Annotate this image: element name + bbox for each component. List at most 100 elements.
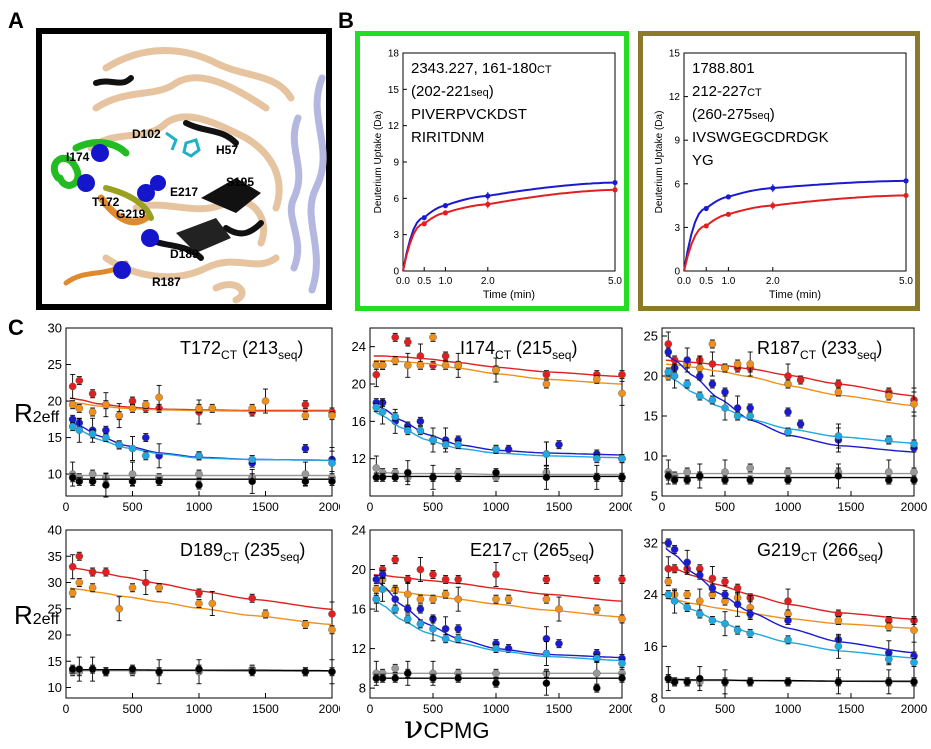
x-tick-label: 500 <box>423 500 443 514</box>
x-tick-label: 2.0 <box>481 276 495 287</box>
series-0-point <box>708 360 717 368</box>
series-3-point <box>441 440 450 449</box>
series-3-point <box>670 597 679 605</box>
series-5-point <box>683 476 692 484</box>
series-3-point <box>404 426 412 435</box>
series-1-point <box>834 388 843 396</box>
series-3-point <box>416 426 425 435</box>
y-tick-label: 20 <box>352 377 366 392</box>
r2eff-chart-e217: 8 12 16 20 24 0 500 1000 1500 2000 E217CT (265seq) <box>352 523 632 717</box>
y-axis-label: R2eff <box>14 600 60 630</box>
r2eff-chart-g219: 8 16 24 32 0 500 1000 1500 2000 G219CT (266seq) <box>644 529 928 716</box>
series-0-point <box>542 370 551 379</box>
series-5-point <box>155 477 163 486</box>
series-0-point <box>391 333 400 342</box>
y-tick-label: 12 <box>388 121 400 132</box>
series-0-point <box>88 389 97 398</box>
y-tick-label: 15 <box>669 49 681 60</box>
x-tick-label: 500 <box>715 500 735 514</box>
series-5-point <box>664 472 673 480</box>
series-2-point <box>746 610 754 618</box>
black-ribbon-segments <box>93 75 264 261</box>
series-0-point <box>721 577 729 586</box>
series-0-point <box>429 570 437 579</box>
series-0-point <box>670 564 679 573</box>
x-tick-label: 1500 <box>838 500 865 514</box>
series-3-point <box>746 629 754 638</box>
series-1-point <box>708 340 717 348</box>
uptake-chart-left: 0 3 6 9 12 15 18 0.0 0.5 1.0 2.0 5.0 Time (min) Deute… <box>355 31 629 311</box>
series-3-point <box>492 445 500 454</box>
series-5-point <box>542 679 551 687</box>
series-2-point <box>670 545 679 554</box>
series-0-point <box>834 380 843 388</box>
r2eff-chart-t172: 10 15 20 25 30 0 500 1000 1500 2000 R2eff T172CT (2… <box>14 321 340 515</box>
series-3-point <box>910 440 918 448</box>
series-0-point <box>68 562 77 571</box>
series-5-point <box>910 476 918 484</box>
series-5-point <box>670 476 679 484</box>
series-3-point <box>696 392 704 400</box>
series-2-point <box>683 558 692 567</box>
chart-title: R187CT (233seq) <box>757 338 882 362</box>
series-0-point <box>664 340 673 348</box>
series-2-point <box>784 616 792 625</box>
series-1-point <box>208 404 217 413</box>
series-3-point <box>141 452 150 460</box>
series-5-point <box>592 473 601 482</box>
series-3-point <box>670 372 679 380</box>
series-5-point <box>404 468 412 477</box>
series-0-point <box>592 575 601 584</box>
series-3-point <box>88 430 97 438</box>
uptake-frame <box>355 31 629 311</box>
series-0-point <box>416 352 425 360</box>
x-tick-label: 2000 <box>609 500 632 514</box>
series-4-point <box>784 468 792 476</box>
series-3-point <box>68 422 77 431</box>
series-4-point <box>128 470 137 478</box>
y-tick-label: 0 <box>393 267 399 278</box>
y-tick-label: 0 <box>674 267 680 278</box>
series-1-fit <box>373 588 623 618</box>
series-1-point <box>542 380 551 388</box>
series-0-point <box>68 382 77 391</box>
cpmg-subscript: CPMG <box>423 718 490 743</box>
series-5-point <box>378 473 387 482</box>
series-2-point <box>664 348 673 356</box>
uptake-series-1-point <box>421 221 427 227</box>
series-1-point <box>155 583 163 592</box>
series-0-point <box>328 610 336 618</box>
series-5-point <box>618 674 626 683</box>
chart-title: E217CT (265seq) <box>470 540 594 564</box>
series-0-point <box>404 338 412 346</box>
panel-letter-b: B <box>338 8 354 33</box>
series-4-point <box>301 470 310 478</box>
series-2-point <box>441 625 450 633</box>
chart-title: I174CT (215seq) <box>460 338 577 362</box>
series-0-point <box>429 361 437 370</box>
y-tick-label: 15 <box>48 654 62 669</box>
series-5-point <box>75 477 84 486</box>
y-axis-label: Deuterium Uptake (Da) <box>654 111 665 214</box>
series-1-point <box>378 361 387 370</box>
series-1-point <box>391 356 400 365</box>
y-tick-label: 10 <box>48 680 62 695</box>
y-tick-label: 6 <box>393 194 399 205</box>
y-tick-label: 20 <box>48 394 62 409</box>
series-3-point <box>248 455 256 464</box>
series-5-point <box>721 678 729 686</box>
uptake-series-1-point <box>703 223 709 229</box>
series-0-point <box>796 376 805 384</box>
structure-label-h57: H57 <box>216 143 238 157</box>
series-1-point <box>301 411 310 420</box>
series-1-point <box>128 404 137 413</box>
r2eff-chart-i174: 12 16 20 24 0 500 1000 1500 2000 I174CT (215seq) <box>352 327 632 514</box>
structure-frame <box>36 28 332 310</box>
y-tick-label: 15 <box>388 85 400 96</box>
uptake-annotation-line: 1788.801 <box>692 60 755 77</box>
series-3-point <box>784 636 792 644</box>
series-3-point <box>102 433 110 442</box>
series-2-point <box>708 380 717 388</box>
series-4-point <box>391 664 400 673</box>
